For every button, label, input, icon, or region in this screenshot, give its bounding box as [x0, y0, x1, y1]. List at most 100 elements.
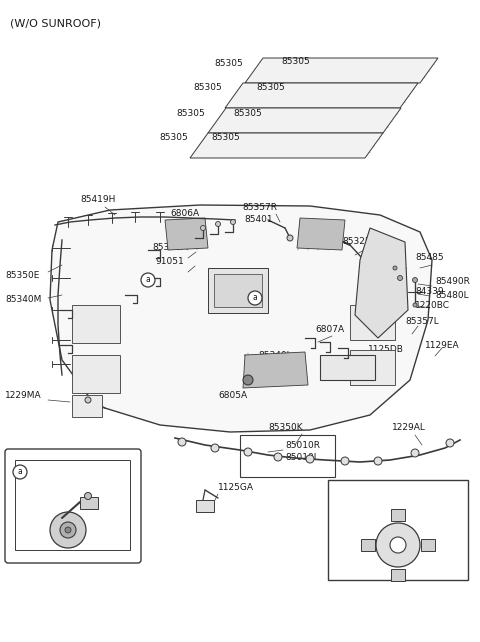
Polygon shape	[208, 108, 401, 133]
Circle shape	[216, 221, 220, 227]
Polygon shape	[165, 218, 208, 250]
Text: a: a	[18, 467, 23, 476]
Text: 95521: 95521	[25, 534, 54, 542]
Text: 1339CC: 1339CC	[340, 363, 375, 372]
Text: 84339: 84339	[415, 288, 444, 297]
Text: 1390NB: 1390NB	[380, 487, 416, 496]
Circle shape	[397, 275, 403, 281]
Text: 85490R: 85490R	[435, 277, 470, 286]
Text: 85305: 85305	[193, 83, 222, 92]
Bar	[208, 268, 268, 313]
Circle shape	[413, 303, 417, 307]
Circle shape	[141, 273, 155, 287]
Circle shape	[13, 465, 27, 479]
Circle shape	[274, 453, 282, 461]
Circle shape	[411, 449, 419, 457]
Circle shape	[84, 492, 92, 499]
Circle shape	[376, 523, 420, 567]
Circle shape	[201, 225, 205, 230]
Bar	[72, 355, 120, 393]
Circle shape	[287, 235, 293, 241]
Text: a: a	[145, 275, 150, 284]
Circle shape	[341, 457, 349, 465]
Polygon shape	[225, 83, 418, 108]
Text: 6806A: 6806A	[170, 209, 199, 218]
Text: 1229MA: 1229MA	[5, 390, 42, 399]
Polygon shape	[190, 133, 383, 158]
Bar	[240, 435, 335, 477]
Bar	[80, 497, 98, 509]
Bar	[214, 274, 262, 307]
Text: 85485: 85485	[415, 254, 444, 263]
Circle shape	[178, 438, 186, 446]
Text: 85305: 85305	[176, 108, 205, 117]
Bar	[361, 539, 375, 551]
Bar	[350, 350, 395, 385]
Circle shape	[374, 457, 382, 465]
Text: 95526: 95526	[25, 514, 54, 523]
Text: 85350K: 85350K	[268, 424, 302, 433]
Text: 85340L: 85340L	[258, 351, 292, 360]
Bar	[421, 539, 435, 551]
Text: 1129EA: 1129EA	[425, 340, 460, 349]
Bar	[15, 460, 130, 550]
Text: 85305: 85305	[233, 108, 262, 117]
Circle shape	[230, 220, 236, 225]
Text: 85305: 85305	[256, 83, 285, 92]
Text: 85419H: 85419H	[80, 196, 115, 205]
Circle shape	[244, 448, 252, 456]
Text: 85340M: 85340M	[152, 243, 188, 252]
Text: 1125GA: 1125GA	[218, 483, 254, 492]
Text: 85340M: 85340M	[5, 295, 41, 304]
Text: 1220BC: 1220BC	[415, 300, 450, 309]
Circle shape	[50, 512, 86, 548]
Text: 85305: 85305	[211, 134, 240, 143]
Bar	[350, 305, 395, 340]
Text: 95520A: 95520A	[55, 476, 89, 485]
Circle shape	[306, 455, 314, 463]
Text: 85480L: 85480L	[435, 290, 468, 300]
Text: 1125DB: 1125DB	[368, 345, 404, 354]
Bar	[196, 500, 214, 512]
Circle shape	[393, 266, 397, 270]
Circle shape	[243, 375, 253, 385]
Text: 85325A: 85325A	[342, 238, 377, 247]
Text: 85010R: 85010R	[285, 440, 320, 449]
Polygon shape	[243, 352, 308, 388]
Text: 85350E: 85350E	[5, 270, 39, 279]
Text: a: a	[252, 293, 257, 302]
FancyBboxPatch shape	[5, 449, 141, 563]
Bar	[72, 305, 120, 343]
Polygon shape	[50, 205, 432, 432]
Circle shape	[65, 527, 71, 533]
Circle shape	[446, 439, 454, 447]
Text: 6805A: 6805A	[218, 390, 247, 399]
Bar	[72, 395, 102, 417]
Bar	[391, 569, 405, 581]
Text: 85305: 85305	[214, 58, 243, 67]
Polygon shape	[297, 218, 345, 250]
Text: 6807A: 6807A	[315, 325, 344, 334]
Circle shape	[60, 522, 76, 538]
Text: 95520A: 95520A	[55, 474, 89, 483]
Text: 85305: 85305	[159, 134, 188, 143]
Text: 91051: 91051	[155, 257, 184, 266]
Circle shape	[412, 277, 418, 282]
Circle shape	[85, 397, 91, 403]
Text: 85357L: 85357L	[405, 318, 439, 327]
Circle shape	[211, 444, 219, 452]
Text: 85010L: 85010L	[285, 453, 319, 462]
Polygon shape	[355, 228, 408, 338]
Text: 1229AL: 1229AL	[392, 424, 426, 433]
Bar	[320, 355, 375, 380]
Text: 85357R: 85357R	[242, 202, 277, 211]
Circle shape	[390, 537, 406, 553]
Circle shape	[248, 291, 262, 305]
Text: 91051: 91051	[255, 377, 284, 386]
Text: 85401: 85401	[244, 216, 273, 225]
Polygon shape	[245, 58, 438, 83]
Text: 95528: 95528	[100, 496, 129, 505]
Text: 85305: 85305	[281, 58, 310, 67]
Bar	[328, 480, 468, 580]
Bar	[391, 509, 405, 521]
